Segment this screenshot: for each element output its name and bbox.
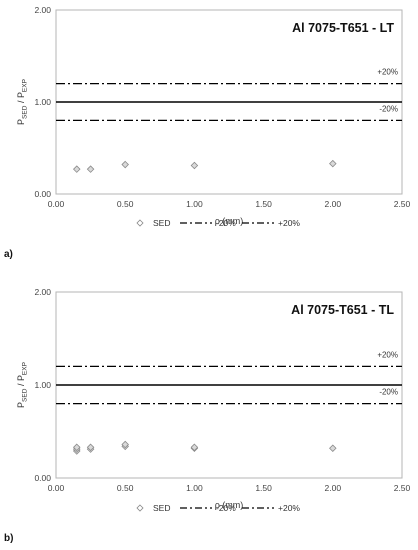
minus-20-label: -20% <box>379 388 398 397</box>
plus-20-label: +20% <box>377 350 398 359</box>
data-point <box>121 440 129 449</box>
data-point <box>86 165 95 173</box>
legend-minus-label: -20% <box>216 218 236 228</box>
data-point <box>329 444 337 453</box>
legend-minus-label: -20% <box>216 503 236 513</box>
x-tick-label: 0.50 <box>117 199 134 209</box>
y-tick-label: 0.00 <box>34 473 51 483</box>
y-tick-label: 1.00 <box>34 97 51 107</box>
x-axis-title: ρ (mm) <box>215 216 244 226</box>
data-point <box>121 160 129 169</box>
x-tick-label: 1.50 <box>255 483 272 493</box>
x-tick-label: 1.50 <box>255 199 272 209</box>
x-tick-label: 2.00 <box>325 483 342 493</box>
legend: SED -20% +20% <box>136 218 300 228</box>
y-axis-title: PSED / PEXP <box>16 79 29 125</box>
legend-sed-marker <box>136 504 144 512</box>
y-tick-label: 1.00 <box>34 380 51 390</box>
data-point <box>190 161 199 170</box>
panel-letter: b) <box>4 533 13 544</box>
y-tick-label: 0.00 <box>34 189 51 199</box>
panel-letter: a) <box>4 249 13 260</box>
x-tick-label: 2.00 <box>325 199 342 209</box>
legend-sed-label: SED <box>153 503 170 513</box>
chart-title: Al 7075-T651 - TL <box>291 303 394 317</box>
data-point <box>190 443 199 452</box>
legend-plus-label: +20% <box>278 503 300 513</box>
chart-panel-2: 0.00 1.00 2.00 0.00 0.50 1.00 1.50 2.00 2.50 ρ (m… <box>4 287 411 544</box>
x-tick-label: 0.00 <box>48 199 65 209</box>
chart-panel-1: 0.00 1.00 2.00 0.00 0.50 1.00 1.50 2.00 2.50 ρ (m… <box>4 5 411 260</box>
y-tick-label: 2.00 <box>34 5 51 15</box>
legend: SED -20% +20% <box>136 503 300 513</box>
y-tick-label: 2.00 <box>34 287 51 297</box>
data-point <box>72 165 81 173</box>
legend-sed-label: SED <box>153 218 170 228</box>
y-axis-title: PSED / PEXP <box>16 362 29 408</box>
data-point <box>329 159 337 168</box>
legend-plus-label: +20% <box>278 218 300 228</box>
legend-sed-marker <box>136 219 144 227</box>
plus-20-label: +20% <box>377 68 398 77</box>
data-point <box>86 443 95 452</box>
x-tick-label: 1.00 <box>186 483 203 493</box>
data-point <box>72 443 81 452</box>
x-axis-title: ρ (mm) <box>215 500 244 510</box>
x-tick-label: 0.50 <box>117 483 134 493</box>
x-tick-label: 2.50 <box>394 483 411 493</box>
minus-20-label: -20% <box>379 104 398 113</box>
x-tick-label: 1.00 <box>186 199 203 209</box>
x-tick-label: 2.50 <box>394 199 411 209</box>
chart-title: Al 7075-T651 - LT <box>292 21 394 35</box>
x-tick-label: 0.00 <box>48 483 65 493</box>
